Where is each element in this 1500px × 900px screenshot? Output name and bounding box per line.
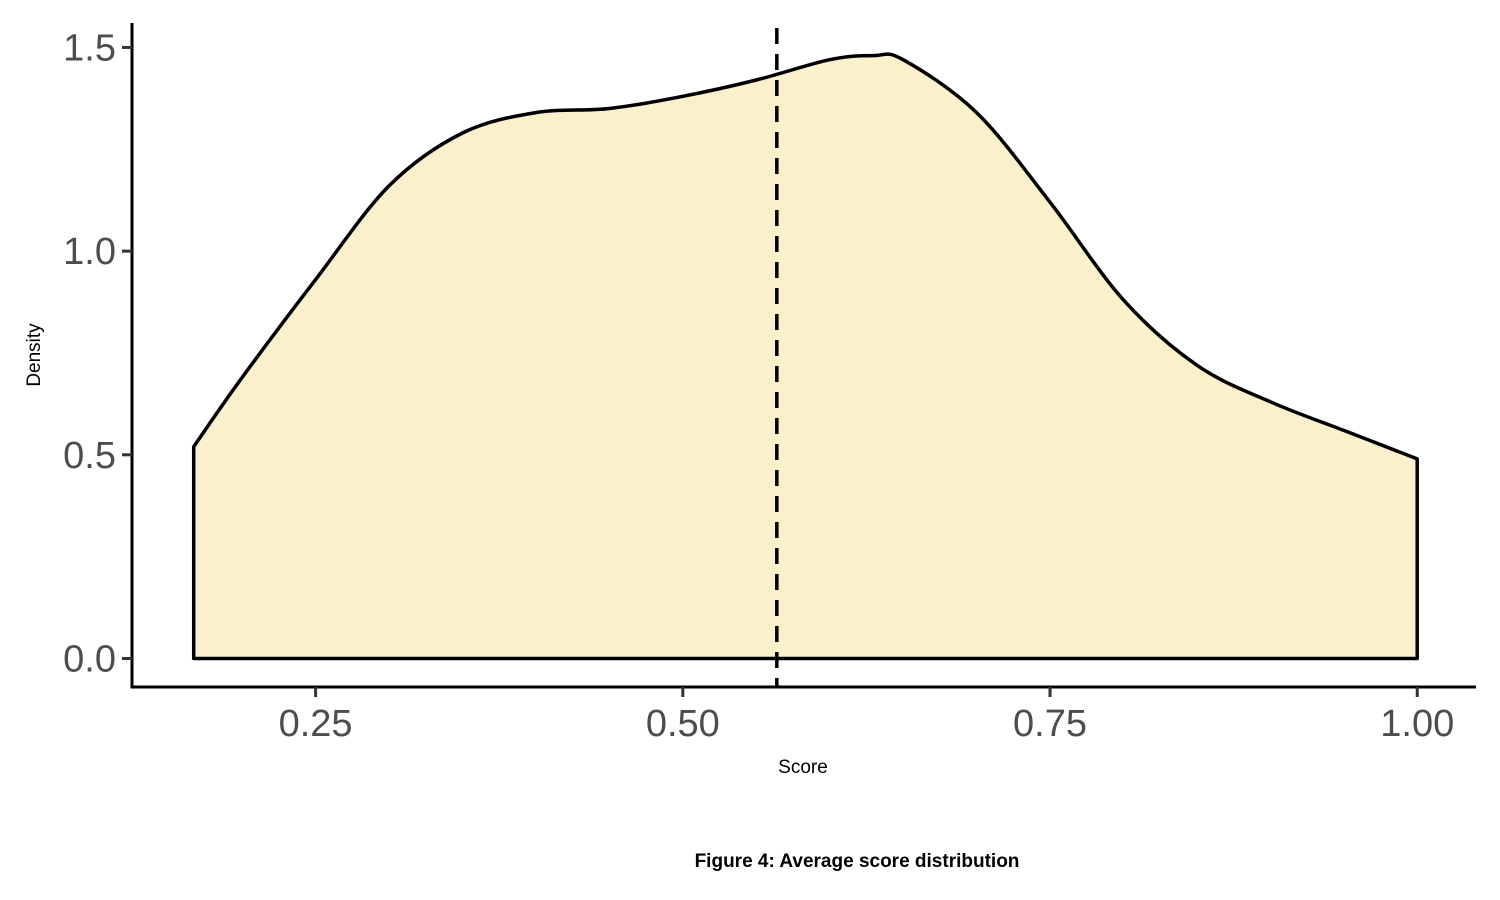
x-axis-title: Score (778, 757, 828, 778)
x-tick-label: 1.00 (1380, 703, 1454, 745)
y-axis-title: Density (24, 323, 45, 387)
x-tick-label: 0.50 (646, 703, 720, 745)
y-tick-label: 0.0 (63, 638, 116, 680)
y-tick-label: 1.0 (63, 231, 116, 273)
y-tick-label: 0.5 (63, 435, 116, 477)
density-area (191, 52, 1419, 661)
y-tick-label: 1.5 (63, 27, 116, 69)
x-tick-label: 0.75 (1013, 703, 1087, 745)
x-tick-label: 0.25 (279, 703, 353, 745)
figure-caption: Figure 4: Average score distribution (695, 851, 1020, 872)
